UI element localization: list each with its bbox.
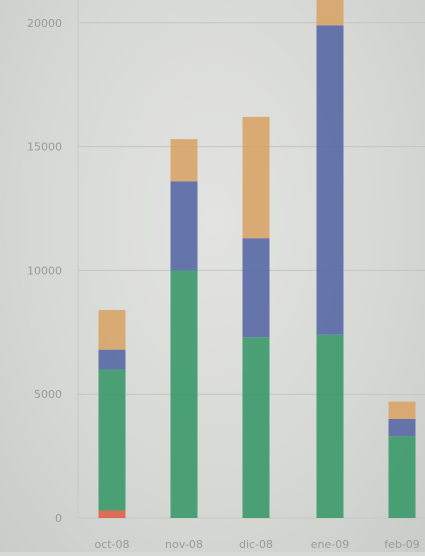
bar-segment-nov-08-series-3 bbox=[170, 181, 198, 271]
bar-segment-feb-09-series-4 bbox=[388, 401, 416, 419]
bar-segment-ene-09-series-3 bbox=[316, 25, 344, 335]
bar-segment-dic-08-series-3 bbox=[242, 238, 270, 338]
x-tick-label-nov-08: nov-08 bbox=[165, 538, 203, 551]
y-tick-label-0: 0 bbox=[55, 512, 62, 525]
bar-segment-dic-08-series-4 bbox=[242, 116, 270, 239]
bar-segment-oct-08-series-3 bbox=[98, 349, 126, 370]
bar-segment-nov-08-series-4 bbox=[170, 139, 198, 182]
y-tick-label-15000: 15000 bbox=[27, 141, 62, 154]
y-tick-labels: 0 5000 10000 15000 20000 bbox=[27, 17, 62, 525]
y-tick-label-10000: 10000 bbox=[27, 264, 62, 277]
bar-segment-ene-09-series-2 bbox=[316, 334, 344, 518]
bar-segment-dic-08-series-2 bbox=[242, 337, 270, 518]
bar-segment-feb-09-series-3 bbox=[388, 418, 416, 437]
x-tick-label-feb-09: feb-09 bbox=[384, 538, 420, 551]
x-tick-label-ene-09: ene-09 bbox=[311, 538, 349, 551]
y-tick-label-20000: 20000 bbox=[27, 17, 62, 30]
x-tick-label-dic-08: dic-08 bbox=[239, 538, 273, 551]
bar-segment-oct-08-series-2 bbox=[98, 369, 126, 511]
bar-segment-nov-08-series-2 bbox=[170, 270, 198, 518]
bar-segment-oct-08-series-4 bbox=[98, 310, 126, 350]
x-tick-labels: oct-08 nov-08 dic-08 ene-09 feb-09 bbox=[94, 538, 419, 551]
y-tick-label-5000: 5000 bbox=[34, 388, 62, 401]
bar-segment-feb-09-series-2 bbox=[388, 436, 416, 518]
x-tick-label-oct-08: oct-08 bbox=[94, 538, 129, 551]
bars bbox=[98, 0, 416, 518]
bar-segment-ene-09-series-4 bbox=[316, 0, 344, 26]
bar-segment-oct-08-series-1 bbox=[98, 510, 126, 518]
